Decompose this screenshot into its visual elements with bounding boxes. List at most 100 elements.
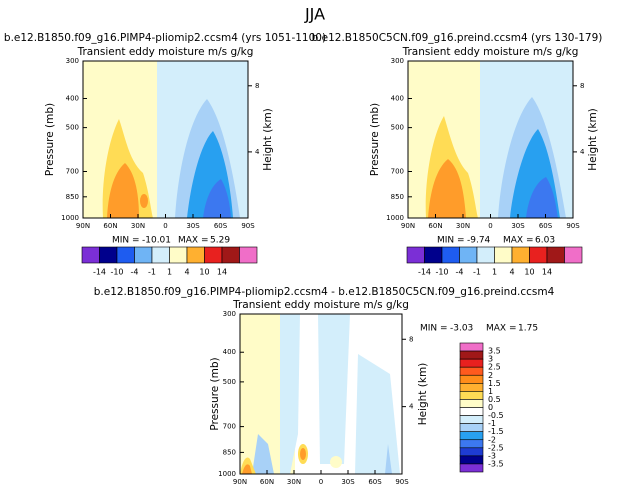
colorbar-label: 3.5	[488, 347, 501, 356]
colorbar-label: -4	[456, 268, 464, 277]
min-value: -10.01	[142, 236, 171, 246]
colorbar-label: -1.5	[488, 427, 504, 436]
panel-title: b.e12.B1850.f09_g16.PIMP4-pliomip2.ccsm4…	[4, 32, 326, 44]
y-tick-label: 1000	[61, 214, 79, 222]
min-label: MIN =	[420, 324, 448, 334]
colorbar-label: 4	[509, 268, 514, 277]
contour-field	[83, 61, 248, 218]
colorbar-box	[529, 246, 548, 264]
colorbar-label: -2	[488, 435, 496, 444]
colorbar-box	[459, 383, 484, 392]
x-tick-label: 30N	[287, 478, 301, 486]
colorbar-box	[151, 246, 170, 264]
max-value: 5.29	[210, 236, 230, 246]
x-tick-label: 0	[163, 222, 167, 230]
colorbar-box	[459, 447, 484, 457]
y2-axis-label: Height (km)	[587, 108, 599, 171]
y-tick-label: 300	[223, 310, 236, 318]
colorbar-box	[406, 246, 425, 264]
colorbar-label: -14	[93, 268, 106, 277]
x-tick-label: 90S	[566, 222, 580, 230]
y-tick-label: 500	[223, 378, 236, 386]
colorbar-box	[81, 246, 100, 264]
y-tick-label: 400	[391, 95, 404, 103]
max-label: MAX =	[486, 324, 517, 334]
max-value: 6.03	[535, 236, 555, 246]
min-label: MIN =	[437, 236, 465, 246]
min-value: -3.03	[450, 324, 473, 334]
min-value: -9.74	[467, 236, 491, 246]
x-tick-label: 60S	[368, 478, 382, 486]
colorbar-box	[134, 246, 153, 264]
colorbar-box	[564, 246, 583, 264]
colorbar-box	[204, 246, 223, 264]
colorbar-label: -4	[131, 268, 139, 277]
colorbar-box	[459, 342, 484, 352]
colorbar-label: -0.5	[488, 411, 504, 420]
max-value: 1.75	[518, 324, 538, 334]
x-tick-label: 30S	[511, 222, 525, 230]
colorbar-label: -14	[418, 268, 431, 277]
colorbar-box	[99, 246, 118, 264]
y-tick-label: 500	[391, 124, 404, 132]
colorbar-box	[459, 439, 484, 449]
contour-field	[408, 61, 573, 218]
colorbar-box	[239, 246, 258, 264]
min-label: MIN =	[112, 236, 140, 246]
y-axis-label: Pressure (mb)	[369, 103, 381, 176]
y-tick-label: 850	[66, 193, 79, 201]
x-tick-label: 60S	[539, 222, 553, 230]
panel-subtitle: Transient eddy moisture m/s g/kg	[77, 46, 254, 58]
colorbar-box	[441, 246, 460, 264]
colorbar-box	[459, 350, 484, 360]
x-tick-label: 60S	[214, 222, 228, 230]
y2-axis-label: Height (km)	[417, 363, 429, 426]
colorbar-label: -1	[148, 268, 156, 277]
x-tick-label: 30N	[456, 222, 470, 230]
max-label: MAX =	[503, 236, 534, 246]
colorbar-label: -3.5	[488, 459, 504, 468]
contour-field	[240, 314, 402, 474]
y-tick-label: 700	[391, 167, 404, 175]
x-tick-label: 60N	[260, 478, 274, 486]
y2-axis-label: Height (km)	[262, 108, 274, 171]
y2-tick-label: 4	[580, 148, 585, 156]
colorbar-box	[459, 407, 484, 416]
y2-tick-label: 8	[580, 82, 584, 90]
colorbar-box	[116, 246, 135, 264]
colorbar-label: 14	[217, 268, 227, 277]
colorbar-label: -1	[473, 268, 481, 277]
colorbar-label: 1	[167, 268, 172, 277]
x-tick-label: 60N	[103, 222, 117, 230]
x-tick-label: 30N	[131, 222, 145, 230]
colorbar-label: -10	[435, 268, 448, 277]
colorbar-box	[459, 423, 484, 432]
y2-tick-label: 4	[409, 403, 414, 411]
x-tick-label: 30S	[186, 222, 200, 230]
colorbar-label: 10	[199, 268, 209, 277]
colorbar-box	[459, 374, 484, 384]
y-tick-label: 850	[223, 448, 236, 456]
panel-title: b.e12.B1850.f09_g16.PIMP4-pliomip2.ccsm4…	[94, 286, 555, 298]
colorbar-box	[511, 246, 530, 264]
y-tick-label: 850	[391, 193, 404, 201]
colorbar-label: -10	[110, 268, 123, 277]
colorbar-label: 10	[524, 268, 534, 277]
colorbar-label: 4	[184, 268, 189, 277]
y-tick-label: 300	[391, 57, 404, 65]
x-tick-label: 30S	[341, 478, 355, 486]
x-tick-label: 90N	[401, 222, 415, 230]
colorbar-label: -1	[488, 419, 496, 428]
colorbar-label: -2.5	[488, 443, 504, 452]
colorbar-box	[221, 246, 240, 264]
colorbar-box	[459, 391, 484, 400]
figure-title: JJA	[304, 5, 325, 24]
colorbar-box	[459, 246, 478, 264]
y2-tick-label: 8	[409, 335, 413, 343]
colorbar-box	[459, 366, 484, 376]
colorbar-label: 1	[492, 268, 497, 277]
colorbar-label: 0.5	[488, 395, 501, 404]
y-axis-label: Pressure (mb)	[209, 357, 221, 430]
colorbar-box	[169, 246, 188, 264]
colorbar-label: 1	[488, 387, 493, 396]
